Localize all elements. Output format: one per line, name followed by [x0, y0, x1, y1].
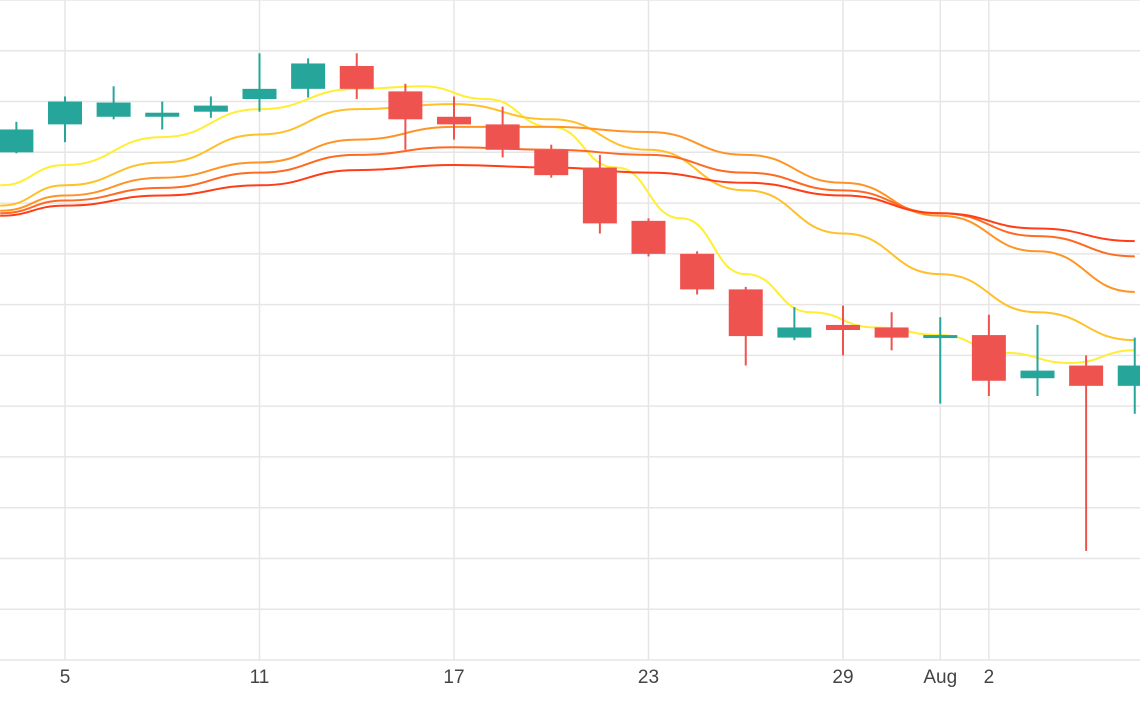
candle-down: [1069, 355, 1104, 551]
candle-body: [826, 324, 860, 330]
candle-body: [1020, 370, 1055, 379]
candle-down: [339, 53, 374, 99]
candle-down: [971, 314, 1006, 396]
candle-body: [680, 253, 715, 290]
candle-down: [485, 106, 520, 158]
candle-up: [1020, 324, 1055, 396]
x-tick-label: 29: [832, 667, 853, 688]
candle-down: [826, 305, 860, 356]
x-axis-tick-labels: 5 11 17 23 29 Aug 2: [60, 667, 994, 688]
candle-up: [145, 101, 180, 130]
x-tick-label: 2: [984, 667, 995, 688]
candle-body: [242, 88, 277, 99]
candle-body: [777, 327, 812, 338]
x-tick-label: Aug: [923, 667, 957, 688]
candle-body: [631, 220, 666, 254]
candle-body: [339, 66, 374, 89]
candle-body: [582, 167, 617, 224]
candle-up: [923, 317, 958, 404]
x-tick-label: 17: [443, 667, 464, 688]
candle-up: [777, 307, 812, 341]
candle-body: [1117, 365, 1140, 386]
candle-body: [145, 112, 180, 117]
x-tick-label: 11: [250, 667, 270, 688]
moving-average-line: [0, 103, 1135, 342]
candle-up: [96, 86, 131, 120]
candle-body: [971, 335, 1006, 381]
candle-body: [48, 101, 82, 125]
candle-up: [291, 58, 326, 98]
candle-body: [388, 91, 423, 120]
candle-body: [1069, 365, 1104, 386]
candle-down: [874, 312, 909, 351]
candle-down: [534, 144, 569, 178]
candle-down: [728, 286, 763, 366]
candle-body: [96, 102, 131, 117]
candle-body: [485, 124, 520, 150]
candle-up: [242, 53, 277, 112]
candle-down: [582, 154, 617, 234]
candle-body: [291, 63, 326, 89]
candle-up: [1117, 337, 1140, 414]
candle-down: [388, 83, 423, 150]
candles: [0, 53, 1140, 551]
x-tick-label: 5: [60, 667, 71, 688]
moving-average-lines: [0, 85, 1135, 365]
grid: [0, 0, 1140, 661]
candle-up: [0, 121, 34, 154]
candle-down: [631, 218, 666, 257]
candle-body: [923, 335, 958, 339]
candle-body: [728, 289, 763, 337]
candle-body: [437, 116, 471, 125]
candle-up: [48, 96, 82, 143]
moving-average-line: [0, 125, 1135, 293]
candle-body: [874, 327, 909, 338]
x-tick-label: 23: [638, 667, 659, 688]
candle-body: [193, 105, 228, 112]
candle-down: [680, 251, 715, 295]
candle-body: [534, 149, 569, 176]
candle-up: [193, 96, 228, 118]
candle-down: [437, 96, 471, 140]
candle-body: [0, 129, 34, 153]
